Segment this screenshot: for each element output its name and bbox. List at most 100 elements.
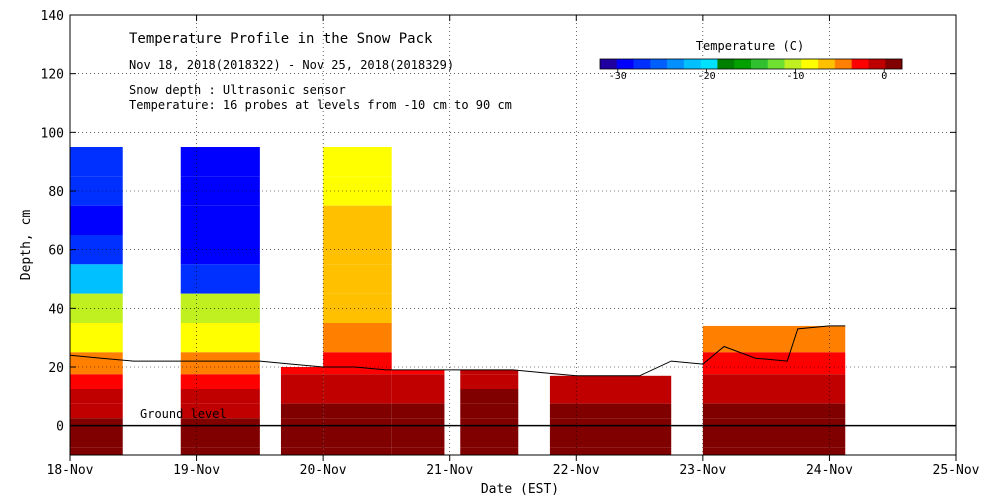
- heatmap-cell: [323, 374, 392, 389]
- heatmap-cell: [180, 235, 260, 265]
- heatmap-cell: [391, 433, 445, 448]
- snow-depth-layer: [70, 325, 846, 377]
- heatmap-cell: [323, 147, 392, 177]
- heatmap-cell: [180, 264, 260, 294]
- colorbar-tick-label: -20: [698, 71, 716, 82]
- colorbar-tick-label: 0: [881, 71, 887, 82]
- colorbar-cell: [700, 59, 718, 69]
- heatmap-cell: [323, 176, 392, 206]
- y-axis: 0 20 40 60 80 100 120 140: [41, 9, 956, 435]
- heatmap-cell: [391, 369, 445, 375]
- heatmap-cell: [391, 389, 445, 404]
- heatmap-cell: [391, 374, 445, 389]
- colorbar-cell: [885, 59, 903, 69]
- y-tick-label: 20: [48, 361, 64, 376]
- heatmap-cell: [280, 447, 324, 455]
- colorbar-cells: [599, 58, 903, 70]
- colorbar-cell: [801, 59, 819, 69]
- heatmap-cell: [70, 147, 123, 177]
- x-axis: 18-Nov 19-Nov 20-Nov 21-Nov 22-Nov 23-Nov 24-N…: [47, 15, 980, 478]
- heatmap-cell: [323, 403, 392, 419]
- heatmap-cell: [702, 447, 846, 455]
- heatmap-cell: [549, 389, 672, 404]
- colorbar-ticks: -30 -20 -10 0: [609, 69, 887, 82]
- heatmap-cell: [460, 433, 519, 448]
- y-tick-label: 40: [48, 302, 64, 317]
- colorbar-cell: [616, 59, 634, 69]
- colorbar-tick-label: -30: [609, 71, 627, 82]
- x-tick-label: 23-Nov: [679, 463, 726, 478]
- heatmap-cell: [180, 205, 260, 235]
- heatmap-cell: [70, 447, 123, 455]
- colorbar-cell: [868, 59, 886, 69]
- colorbar-cell: [667, 59, 685, 69]
- heatmap-cell: [702, 325, 846, 353]
- colorbar-cell: [767, 59, 785, 69]
- x-axis-label: Date (EST): [481, 482, 559, 497]
- heatmap-cell: [280, 433, 324, 448]
- x-tick-label: 22-Nov: [553, 463, 600, 478]
- colorbar-cell: [751, 59, 769, 69]
- heatmap-cell: [180, 176, 260, 206]
- heatmap-cell: [180, 147, 260, 177]
- heatmap-cell: [323, 352, 392, 375]
- heatmap-cell: [460, 369, 519, 375]
- colorbar-tick-label: -10: [786, 71, 804, 82]
- y-tick-label: 120: [41, 68, 64, 83]
- heatmap-cell: [70, 352, 123, 375]
- heatmap-cell: [391, 447, 445, 455]
- grid-lines: [70, 15, 956, 455]
- y-tick-label: 100: [41, 126, 64, 141]
- heatmap-cell: [549, 403, 672, 419]
- y-axis-label: Depth, cm: [19, 210, 34, 281]
- colorbar-cell: [633, 59, 651, 69]
- heatmap-cell: [549, 447, 672, 455]
- chart-title: Temperature Profile in the Snow Pack: [129, 31, 433, 47]
- heatmap-cell: [70, 433, 123, 448]
- heatmap-cell: [460, 403, 519, 419]
- x-tick-label: 25-Nov: [933, 463, 980, 478]
- colorbar-cell: [851, 59, 869, 69]
- x-tick-label: 21-Nov: [426, 463, 473, 478]
- heatmap-cell: [323, 447, 392, 455]
- x-tick-label: 18-Nov: [47, 463, 94, 478]
- colorbar-cell: [834, 59, 852, 69]
- y-tick-label: 140: [41, 9, 64, 24]
- heatmap-cell: [323, 293, 392, 323]
- heatmap-cell: [180, 293, 260, 323]
- heatmap-cell: [70, 374, 123, 389]
- heatmap-cell: [280, 367, 324, 375]
- heatmap-cell: [460, 447, 519, 455]
- plot-frame: [69, 14, 957, 456]
- y-tick-label: 60: [48, 244, 64, 259]
- heatmap-cell: [70, 264, 123, 294]
- snow-depth-line: [70, 325, 846, 377]
- y-tick-label: 0: [56, 420, 64, 435]
- subtitle-line-2: Snow depth : Ultrasonic sensor: [129, 83, 346, 97]
- colorbar-cell: [784, 59, 802, 69]
- colorbar-cell: [650, 59, 668, 69]
- x-tick-label: 19-Nov: [173, 463, 220, 478]
- heatmap-cell: [70, 403, 123, 419]
- heatmap-cell: [323, 433, 392, 448]
- heatmap-cell: [280, 403, 324, 419]
- heatmap-cell: [323, 389, 392, 404]
- ground-level-label: Ground level: [140, 407, 227, 421]
- x-tick-label: 24-Nov: [806, 463, 853, 478]
- colorbar: Temperature (C) -30 -20 -10 0: [599, 39, 903, 82]
- heatmap-cell: [702, 352, 846, 375]
- y-tick-label: 80: [48, 185, 64, 200]
- heatmap-cell: [70, 205, 123, 235]
- heatmap-cell: [180, 433, 260, 448]
- heatmap-cell: [180, 447, 260, 455]
- heatmap-cell: [180, 374, 260, 389]
- heatmap-cell: [180, 389, 260, 404]
- subtitle-line-1: Nov 18, 2018(2018322) - Nov 25, 2018(201…: [129, 58, 454, 72]
- heatmap-cell: [280, 389, 324, 404]
- colorbar-title: Temperature (C): [696, 39, 804, 53]
- x-tick-label: 20-Nov: [300, 463, 347, 478]
- colorbar-cell: [734, 59, 752, 69]
- heatmap-cell: [180, 352, 260, 375]
